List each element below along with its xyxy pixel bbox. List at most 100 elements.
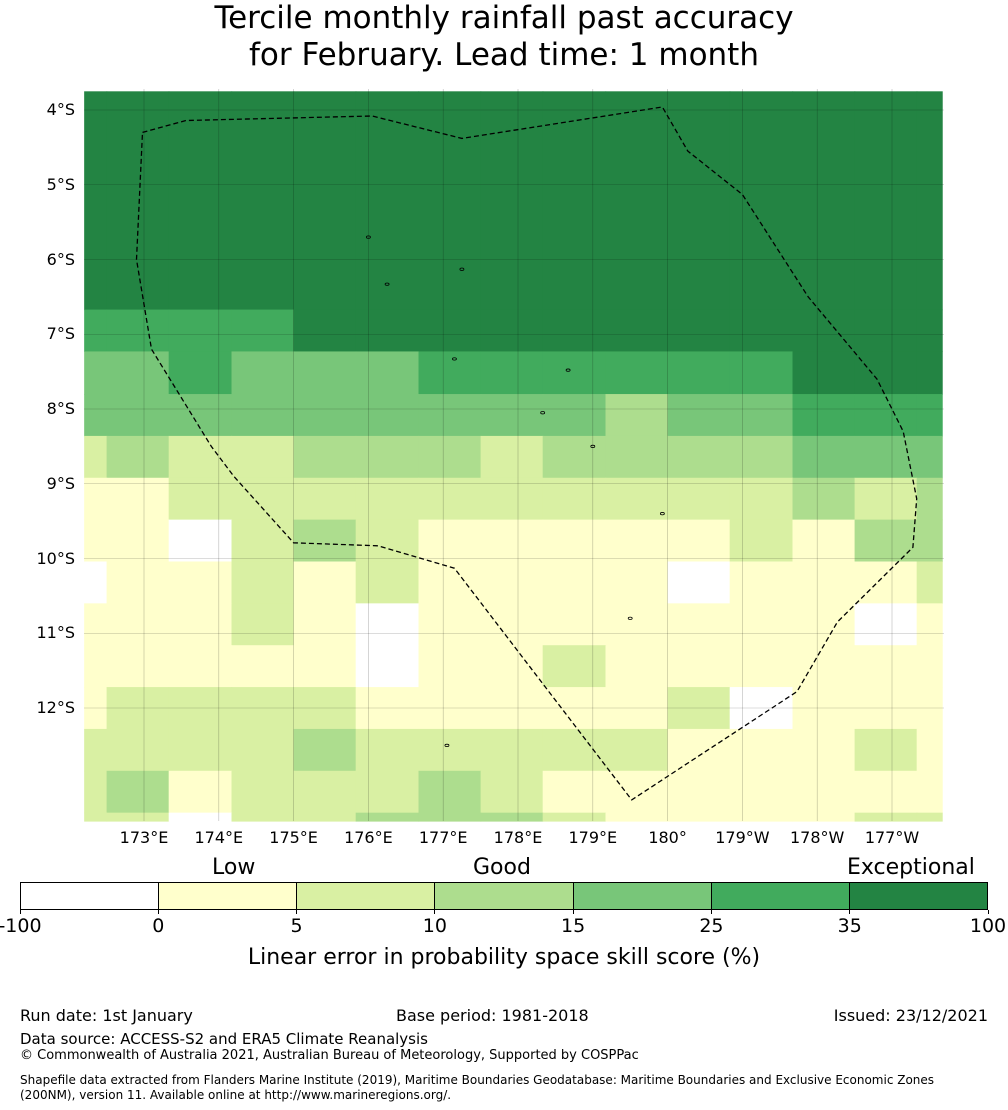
map-cell <box>231 770 295 814</box>
latitude-label: 7°S <box>46 324 75 344</box>
run-date: Run date: 1st January <box>20 1006 193 1025</box>
map-cell <box>542 351 607 395</box>
map-cell <box>293 728 357 772</box>
map-cell <box>542 728 607 772</box>
map-cell <box>168 728 233 772</box>
map-cell <box>854 435 918 479</box>
map-cell <box>916 394 943 437</box>
map-cell <box>792 309 856 353</box>
map-cell <box>293 91 357 311</box>
islet <box>590 444 596 448</box>
map-cell <box>231 645 295 688</box>
map-cell <box>729 477 794 521</box>
islet <box>384 282 390 286</box>
map-cell <box>168 561 233 604</box>
map-cell <box>792 91 856 311</box>
map-cell <box>792 519 856 563</box>
map-cell <box>106 687 170 730</box>
map-cell <box>106 645 170 688</box>
islet <box>444 743 450 747</box>
map-cell <box>106 91 170 311</box>
map-cell <box>84 519 108 563</box>
map-cell <box>916 561 943 604</box>
map-cell <box>542 603 607 646</box>
map-cell <box>729 687 794 730</box>
map-cell <box>854 645 918 688</box>
colorbar-tickmark <box>572 910 574 914</box>
map-cell <box>605 812 669 822</box>
map-cell <box>231 561 295 604</box>
map-cell <box>605 394 669 437</box>
longitude-label: 176°E <box>344 828 393 847</box>
map-cell <box>106 394 170 437</box>
map-cell <box>418 394 482 437</box>
map-cell <box>418 687 482 730</box>
map-cell <box>293 309 357 353</box>
map-cell <box>355 728 420 772</box>
map-cell <box>667 645 731 688</box>
map-cell <box>729 309 794 353</box>
map-cell <box>542 309 607 353</box>
map-cell <box>542 561 607 604</box>
map-cell <box>667 770 731 814</box>
map-cell <box>916 309 943 353</box>
map-cell <box>168 770 233 814</box>
map-cell <box>355 603 420 646</box>
map-cell <box>84 645 108 688</box>
map-cell <box>293 351 357 395</box>
map-cell <box>84 394 108 437</box>
map-cell <box>542 770 607 814</box>
map-cell <box>667 435 731 479</box>
colorbar <box>20 882 988 910</box>
map-cell <box>84 812 108 822</box>
map-cell <box>168 519 233 563</box>
map-cell <box>854 394 918 437</box>
map-cell <box>667 351 731 395</box>
map-cell <box>729 728 794 772</box>
map-cell <box>667 687 731 730</box>
latitude-label: 11°S <box>36 623 75 643</box>
colorbar-tickmark <box>19 910 21 914</box>
map-cell <box>916 519 943 563</box>
map-cell <box>542 687 607 730</box>
map-cell <box>418 603 482 646</box>
map-cell <box>605 91 669 311</box>
map-cell <box>542 645 607 688</box>
map-cell <box>792 812 856 822</box>
map-cell <box>168 687 233 730</box>
map-cell <box>84 91 108 311</box>
map-cell <box>231 687 295 730</box>
map-cell <box>854 687 918 730</box>
map-cell <box>418 728 482 772</box>
map-cell <box>480 394 544 437</box>
map-cell <box>854 603 918 646</box>
map-cell <box>480 561 544 604</box>
map-cell <box>355 812 420 822</box>
map-cell <box>480 309 544 353</box>
map-cell <box>293 394 357 437</box>
map-cell <box>916 477 943 521</box>
map-cell <box>168 812 233 822</box>
colorbar-segment <box>435 883 574 909</box>
map-cell <box>480 91 544 311</box>
colorbar-segment <box>573 883 712 909</box>
map-cell <box>418 812 482 822</box>
map-cell <box>418 309 482 353</box>
map-cell <box>293 770 357 814</box>
map-cell <box>418 477 482 521</box>
longitude-label: 173°E <box>119 828 169 847</box>
colorbar-tick-label: 5 <box>290 915 303 937</box>
colorbar-tickmark <box>710 910 712 914</box>
latitude-label: 4°S <box>46 100 75 119</box>
latitude-label: 10°S <box>36 548 75 568</box>
map-cell <box>916 91 943 311</box>
map-cell <box>84 728 108 772</box>
map-cell <box>916 687 943 730</box>
map-cell <box>480 519 544 563</box>
map-cell <box>355 561 420 604</box>
map-cell <box>605 645 669 688</box>
map-cell <box>84 561 108 604</box>
map-cell <box>418 435 482 479</box>
map-cell <box>729 812 794 822</box>
map-cell <box>854 728 918 772</box>
